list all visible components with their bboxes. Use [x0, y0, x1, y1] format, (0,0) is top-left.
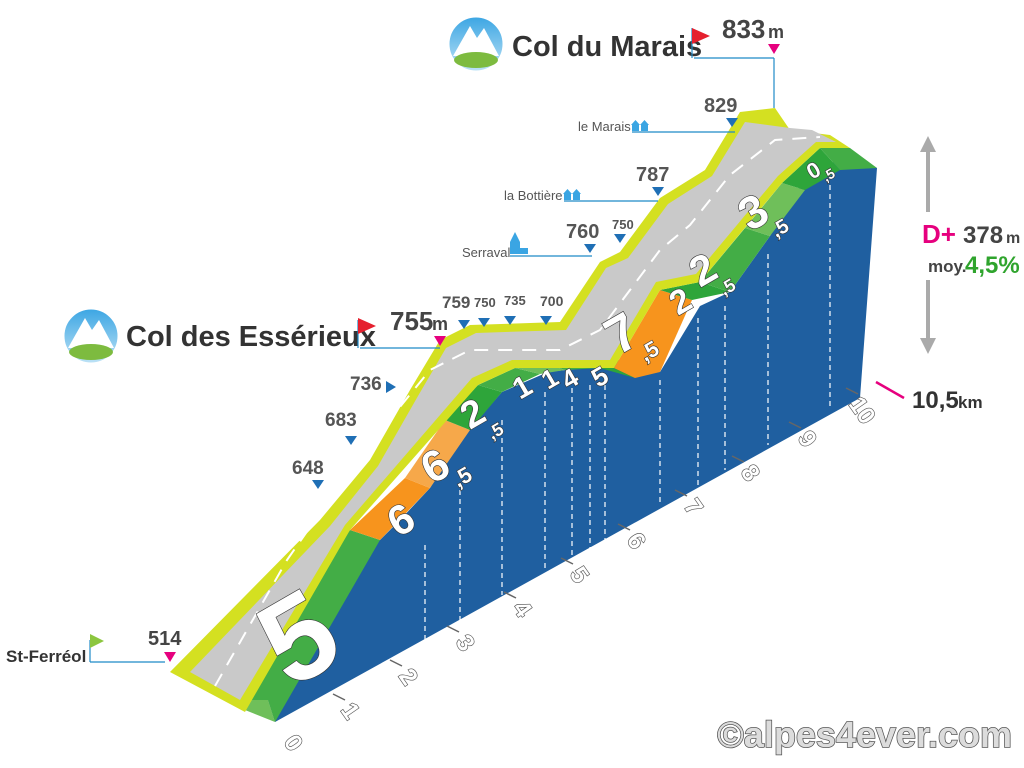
green-flag-icon [90, 634, 104, 648]
summit-alt: 833 [722, 14, 765, 44]
blue-marker-icon [478, 318, 490, 327]
col-esserieux-unit: m [432, 314, 448, 334]
avg-label: moy. [928, 257, 966, 276]
alt-markers-mid: 759 750 735 700 [442, 293, 564, 329]
copyright: ©alpes4ever.com [717, 714, 1012, 755]
alt-label: 736 [350, 374, 382, 395]
km-tick-label: 6 [621, 528, 651, 554]
place-name: la Bottière [504, 188, 563, 203]
arrow-down-icon [920, 338, 936, 354]
road-surface [190, 122, 836, 700]
serraval-marker: Serraval 760 750 [462, 217, 634, 260]
km-tick-label: 5 [564, 562, 594, 588]
blue-marker-icon [458, 320, 470, 329]
blue-marker-icon [584, 244, 596, 253]
pink-marker-icon [768, 44, 780, 54]
alt-label: 683 [325, 410, 357, 431]
km-tick-label: 3 [450, 630, 480, 656]
house-icon [631, 120, 649, 131]
summit-unit: m [768, 22, 784, 42]
km-tick-label: 2 [393, 664, 423, 690]
church-icon [510, 232, 528, 254]
start-name: St-Ferréol [6, 647, 86, 666]
red-flag-icon [692, 28, 710, 44]
place-altitude: 829 [704, 95, 737, 117]
start-altitude: 514 [148, 628, 182, 650]
summit-marker: Col du Marais 833 m [446, 14, 784, 108]
marais-marker: le Marais 829 [578, 95, 738, 134]
blue-marker-icon [312, 480, 324, 489]
km-tick-label: 4 [507, 596, 537, 623]
col-esserieux-name: Col des Essérieux [126, 321, 376, 353]
distance-unit: km [958, 393, 983, 412]
alt-label: 700 [540, 293, 564, 309]
road-centerline [214, 136, 821, 687]
place-altitude: 787 [636, 164, 669, 186]
grade-tile [233, 530, 380, 722]
grade-tile [614, 290, 692, 378]
place-name: le Marais [578, 119, 631, 134]
blue-marker-icon [540, 316, 552, 325]
pink-marker-icon [164, 652, 176, 662]
arrow-up-icon [920, 136, 936, 152]
grade-tile [820, 148, 877, 170]
bottiere-marker: la Bottière 787 [504, 164, 669, 203]
summit-name: Col du Marais [512, 31, 702, 63]
red-flag-icon [358, 318, 376, 334]
place-name: Serraval [462, 245, 511, 260]
alt-label: 750 [612, 217, 634, 232]
grade-tile [700, 228, 770, 292]
distance-value: 10,5 [912, 387, 959, 414]
blue-marker-icon [652, 187, 664, 196]
grade-tile [478, 368, 540, 392]
place-altitude: 760 [566, 221, 599, 243]
avg-value: 4,5% [965, 252, 1020, 279]
dplus-value: 378 [963, 222, 1003, 249]
alt-label: 648 [292, 458, 324, 479]
alt-label: 759 [442, 293, 470, 312]
distance-marker: 10,5 km [875, 380, 983, 414]
grade-tile [405, 420, 470, 488]
col-esserieux-marker: Col des Essérieux 755 m [61, 306, 448, 366]
col-esserieux-alt: 755 [390, 306, 433, 336]
profile-side-wall [268, 160, 877, 722]
grade-tile [782, 148, 840, 190]
blue-marker-icon [614, 234, 626, 243]
pink-marker-icon [434, 336, 446, 346]
start-marker: St-Ferréol 514 [6, 628, 182, 666]
alt-label: 750 [474, 295, 496, 310]
grade-tile [350, 478, 430, 540]
blue-marker-icon [726, 118, 738, 127]
dplus-label: D+ [922, 219, 956, 249]
house-icon [563, 189, 581, 200]
blue-marker-icon [504, 316, 516, 325]
blue-marker-icon [386, 381, 396, 393]
stats-block: D+ 378 m moy. 4,5% [915, 136, 1024, 354]
grade-tile [745, 183, 805, 236]
alt-label: 735 [504, 293, 526, 308]
alt-markers-left: 648 683 736 [292, 374, 396, 489]
blue-marker-icon [345, 436, 357, 445]
dplus-unit: m [1006, 230, 1020, 247]
km-tick-marks [332, 387, 859, 701]
km-tick-label: 1 [335, 698, 365, 724]
grade-tile [445, 385, 502, 430]
km-tick-label: 7 [678, 494, 708, 520]
km-tick-label: 0 [278, 730, 308, 756]
km-guides [424, 185, 831, 640]
